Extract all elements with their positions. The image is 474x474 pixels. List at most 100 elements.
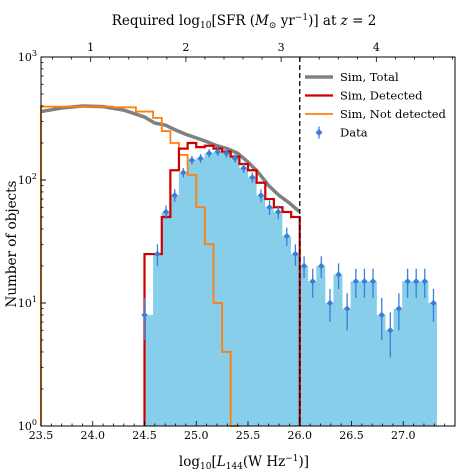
legend-entry: Sim, Not detected bbox=[305, 107, 446, 121]
histogram-bar bbox=[350, 281, 360, 426]
data-point bbox=[352, 278, 360, 285]
data-point bbox=[361, 278, 368, 285]
data-point bbox=[205, 150, 213, 157]
y-axis-title: Number of objects bbox=[4, 180, 20, 307]
data-point bbox=[430, 299, 437, 307]
data-point bbox=[343, 305, 351, 312]
x-tick-label: 25.5 bbox=[236, 429, 261, 442]
histogram-bar bbox=[170, 195, 180, 426]
histogram-bar bbox=[264, 207, 274, 426]
data-point bbox=[326, 299, 334, 307]
histogram-bar bbox=[290, 254, 300, 426]
histogram-bar bbox=[316, 265, 326, 426]
data-point bbox=[162, 208, 170, 216]
x-tick-label: 23.5 bbox=[29, 429, 54, 442]
data-point bbox=[214, 148, 221, 155]
histogram-bar bbox=[385, 330, 395, 426]
histogram-bar bbox=[161, 211, 171, 426]
histogram-bar bbox=[324, 303, 334, 426]
data-point bbox=[412, 278, 420, 285]
data-point bbox=[283, 232, 291, 240]
histogram-bar bbox=[204, 153, 214, 426]
data-point bbox=[223, 150, 230, 157]
data-point bbox=[387, 327, 394, 334]
data-points bbox=[141, 147, 437, 358]
data-point bbox=[257, 192, 265, 199]
sim-total-line bbox=[40, 104, 301, 214]
x-tick-label: 26.5 bbox=[339, 429, 364, 442]
histogram-bar bbox=[221, 153, 231, 426]
data-point bbox=[300, 262, 308, 270]
data-point bbox=[188, 156, 196, 164]
histogram-bar bbox=[247, 177, 257, 426]
legend-entry: Data bbox=[315, 126, 368, 140]
histogram-bar bbox=[213, 151, 223, 426]
top-tick-label: 4 bbox=[373, 41, 380, 54]
data-point bbox=[421, 278, 428, 285]
histogram-bar bbox=[299, 265, 309, 426]
histogram-bar bbox=[410, 281, 420, 426]
histogram-bar bbox=[144, 314, 154, 426]
histogram-bar bbox=[419, 281, 429, 426]
histogram-bar bbox=[367, 281, 377, 426]
data-point bbox=[154, 250, 161, 258]
legend-label: Sim, Not detected bbox=[340, 107, 446, 121]
histogram-bar bbox=[281, 236, 291, 426]
x-tick-label: 27.0 bbox=[391, 429, 416, 442]
histogram-bar bbox=[402, 281, 412, 426]
histogram-bars bbox=[144, 151, 437, 427]
x-tick-label: 24.0 bbox=[81, 429, 106, 442]
legend-entry: Sim, Total bbox=[305, 70, 399, 84]
legend-label: Data bbox=[340, 126, 368, 140]
histogram-bar bbox=[187, 160, 197, 426]
data-point bbox=[180, 169, 187, 176]
x-tick-label: 25.0 bbox=[184, 429, 209, 442]
y-tick-label: 102 bbox=[18, 172, 37, 187]
y-tick-label: 103 bbox=[18, 49, 37, 64]
histogram-bar bbox=[153, 254, 163, 426]
histogram-bar bbox=[427, 303, 437, 426]
legend-entry: Sim, Detected bbox=[305, 89, 423, 103]
x-tick-label: 26.0 bbox=[288, 429, 313, 442]
y-tick-label: 101 bbox=[18, 295, 37, 310]
data-point bbox=[171, 192, 178, 199]
x-axis-title: log10[L144(W Hz−1)] bbox=[179, 454, 309, 472]
legend-label: Sim, Total bbox=[340, 70, 399, 84]
data-point bbox=[266, 204, 273, 211]
histogram-bar bbox=[393, 308, 403, 426]
top-axis-title: Required log10[SFR (M⊙ yr−1)] at z = 2 bbox=[112, 13, 377, 31]
data-point bbox=[404, 278, 411, 285]
top-tick-label: 2 bbox=[182, 41, 189, 54]
histogram-bar bbox=[256, 195, 266, 426]
data-point bbox=[275, 208, 282, 216]
legend: Sim, Total Sim, Detected Sim, Not detected… bbox=[305, 70, 446, 140]
histogram-bar bbox=[178, 172, 188, 426]
histogram-bar bbox=[230, 158, 240, 427]
histogram-bar bbox=[333, 274, 343, 426]
x-tick-label: 24.5 bbox=[132, 429, 157, 442]
top-tick-label: 3 bbox=[278, 41, 285, 54]
data-point bbox=[240, 164, 247, 172]
y-tick-label: 100 bbox=[18, 418, 37, 433]
histogram-bar bbox=[273, 211, 283, 426]
histogram-bar bbox=[342, 308, 352, 426]
data-point bbox=[141, 311, 148, 319]
histogram-bar bbox=[376, 314, 386, 426]
histogram-bar bbox=[359, 281, 369, 426]
plot-area bbox=[40, 57, 437, 427]
data-point bbox=[318, 262, 325, 270]
histogram-bar bbox=[307, 281, 317, 426]
legend-marker-point bbox=[315, 129, 323, 136]
top-axis: 1 2 3 4 bbox=[52, 41, 453, 62]
data-point bbox=[249, 174, 256, 181]
data-point bbox=[292, 250, 299, 258]
y-axis: 100 101 102 103 bbox=[18, 49, 46, 433]
histogram-bar bbox=[238, 168, 248, 426]
x-axis: 23.5 24.0 24.5 25.0 25.5 26.0 26.5 27.0 bbox=[29, 421, 456, 442]
data-point bbox=[395, 305, 403, 312]
data-point bbox=[335, 271, 342, 278]
data-point bbox=[309, 278, 316, 285]
legend-label: Sim, Detected bbox=[340, 89, 423, 103]
data-point bbox=[231, 155, 239, 162]
